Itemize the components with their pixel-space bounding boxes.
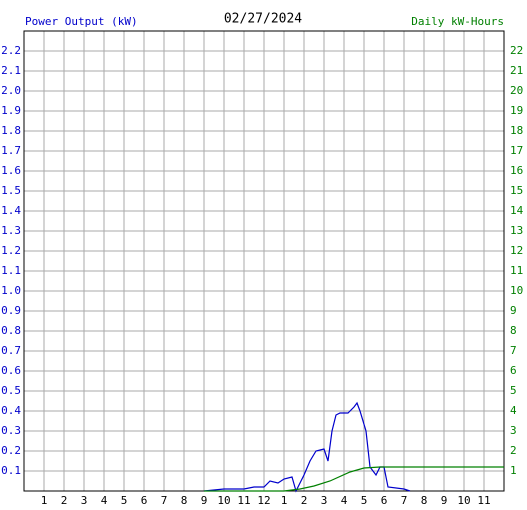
y2-tick-label: 7 [510, 344, 517, 357]
y-tick-label: 1.3 [1, 224, 21, 237]
y-tick-label: 0.3 [1, 424, 21, 437]
y2-axis-label: Daily kW-Hours [411, 15, 504, 28]
x-tick-label: 5 [121, 494, 128, 507]
y-tick-label: 0.9 [1, 304, 21, 317]
y-tick-label: 2.2 [1, 44, 21, 57]
y2-tick-label: 5 [510, 384, 517, 397]
y-axis-label: Power Output (kW) [25, 15, 138, 28]
chart-title: 02/27/2024 [224, 12, 302, 27]
x-tick-label: 9 [441, 494, 448, 507]
y-tick-label: 1.5 [1, 184, 21, 197]
y2-tick-label: 6 [510, 364, 517, 377]
y-tick-label: 1.7 [1, 144, 21, 157]
x-tick-label: 3 [81, 494, 88, 507]
series-line [204, 466, 504, 492]
x-tick-label: 3 [321, 494, 328, 507]
y2-tick-label: 18 [510, 124, 523, 137]
y2-tick-label: 8 [510, 324, 517, 337]
x-tick-label: 6 [141, 494, 148, 507]
y-tick-label: 0.4 [1, 404, 21, 417]
y2-tick-label: 20 [510, 84, 523, 97]
y2-tick-label: 14 [510, 204, 524, 217]
y-tick-label: 0.7 [1, 344, 21, 357]
series-line [203, 401, 411, 493]
x-tick-label: 1 [281, 494, 288, 507]
y2-tick-label: 1 [510, 464, 517, 477]
y-tick-label: 2.0 [1, 84, 21, 97]
y2-tick-label: 21 [510, 64, 523, 77]
y2-tick-label: 10 [510, 284, 523, 297]
x-tick-label: 7 [401, 494, 408, 507]
y2-tick-label: 16 [510, 164, 523, 177]
y-tick-label: 0.5 [1, 384, 21, 397]
y2-tick-label: 13 [510, 224, 523, 237]
x-tick-label: 8 [181, 494, 188, 507]
y2-tick-label: 12 [510, 244, 523, 257]
y-tick-label: 0.1 [1, 464, 21, 477]
y2-tick-label: 3 [510, 424, 517, 437]
y-tick-label: 1.6 [1, 164, 21, 177]
y-tick-label: 1.8 [1, 124, 21, 137]
y2-tick-label: 11 [510, 264, 523, 277]
x-tick-label: 11 [477, 494, 490, 507]
x-tick-label: 10 [457, 494, 470, 507]
y2-tick-label: 22 [510, 44, 523, 57]
y2-tick-label: 17 [510, 144, 523, 157]
y-tick-label: 0.6 [1, 364, 21, 377]
y-tick-label: 0.2 [1, 444, 21, 457]
y-tick-label: 1.9 [1, 104, 21, 117]
x-tick-label: 7 [161, 494, 168, 507]
y-tick-label: 1.2 [1, 244, 21, 257]
y2-tick-label: 19 [510, 104, 523, 117]
x-tick-label: 12 [257, 494, 270, 507]
x-tick-label: 5 [361, 494, 368, 507]
x-tick-label: 1 [41, 494, 48, 507]
x-tick-label: 6 [381, 494, 388, 507]
y-tick-label: 2.1 [1, 64, 21, 77]
x-tick-label: 9 [201, 494, 208, 507]
y-tick-label: 1.0 [1, 284, 21, 297]
y-tick-label: 1.4 [1, 204, 21, 217]
y2-tick-label: 9 [510, 304, 517, 317]
x-tick-label: 11 [237, 494, 250, 507]
x-tick-label: 4 [341, 494, 348, 507]
y-tick-label: 1.1 [1, 264, 21, 277]
x-tick-label: 2 [301, 494, 308, 507]
y-tick-label: 0.8 [1, 324, 21, 337]
x-tick-label: 4 [101, 494, 108, 507]
y2-tick-label: 15 [510, 184, 523, 197]
y2-tick-label: 4 [510, 404, 517, 417]
x-tick-label: 10 [217, 494, 230, 507]
x-tick-label: 2 [61, 494, 68, 507]
x-tick-label: 8 [421, 494, 428, 507]
y2-tick-label: 2 [510, 444, 517, 457]
